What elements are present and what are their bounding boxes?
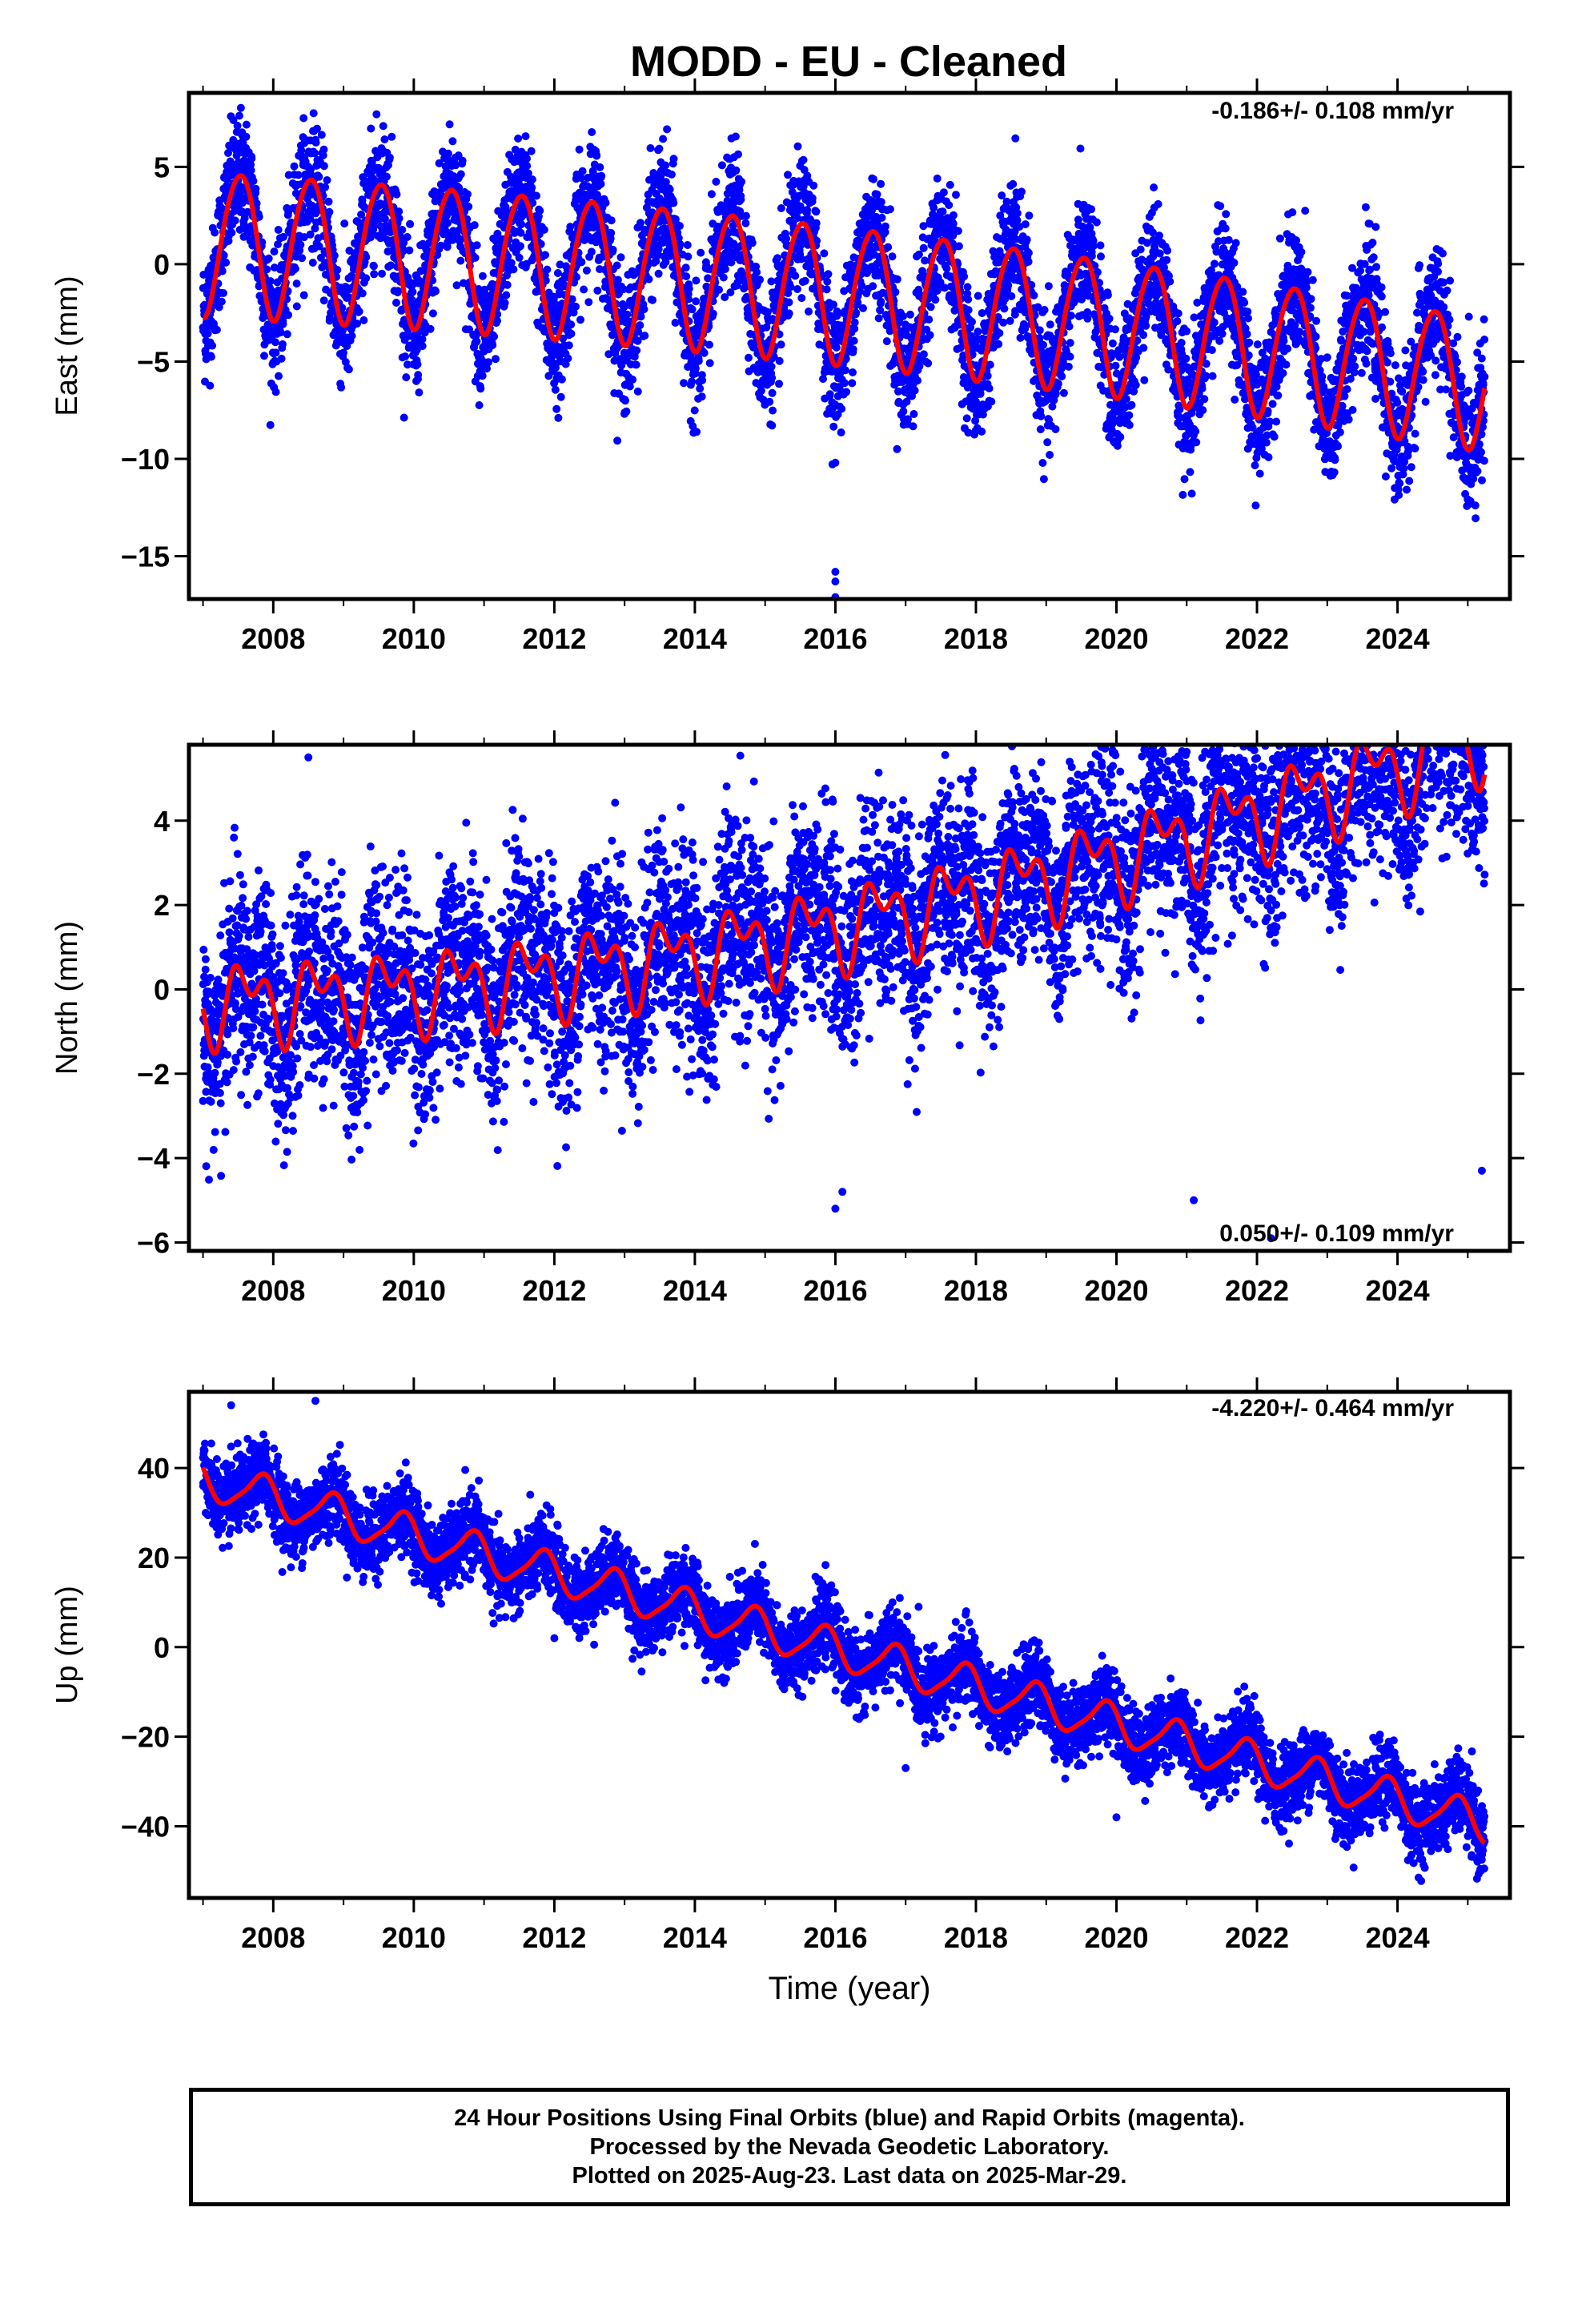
- x-tick-label: 2024: [1366, 1274, 1430, 1307]
- y-tick-label: −6: [137, 1226, 170, 1259]
- y-axis-label: East (mm): [50, 275, 84, 416]
- footer-line-dates: Plotted on 2025-Aug-23. Last data on 202…: [572, 2161, 1127, 2190]
- data-points-group: [199, 607, 1489, 1242]
- footer-line-processor: Processed by the Nevada Geodetic Laborat…: [590, 2133, 1110, 2161]
- footer-line-orbits: 24 Hour Positions Using Final Orbits (bl…: [454, 2104, 1245, 2133]
- y-tick-label: 40: [138, 1452, 170, 1485]
- x-tick-label: 2022: [1225, 1921, 1289, 1954]
- x-tick-label: 2010: [382, 622, 446, 655]
- panel-east: 2008 2010 2012 2014 2016 2018 2020 2022 2024 −15 −…: [50, 78, 1524, 655]
- x-tick-label: 2010: [382, 1274, 446, 1307]
- x-tick-label: 2020: [1084, 1921, 1148, 1954]
- x-tick-label: 2010: [382, 1921, 446, 1954]
- x-tick-label: 2014: [663, 1921, 727, 1954]
- data-points: [199, 607, 1489, 1242]
- x-tick-label: 2008: [241, 622, 305, 655]
- panel-up: 2008 2010 2012 2014 2016 2018 2020 2022 2024 −40 −…: [50, 1377, 1524, 2006]
- footer-caption-box: 24 Hour Positions Using Final Orbits (bl…: [189, 2088, 1510, 2206]
- x-axis-label: Time (year): [769, 1971, 931, 2006]
- rate-annotation: 0.050+/- 0.109 mm/yr: [1219, 1220, 1454, 1247]
- x-tick-label: 2008: [241, 1274, 305, 1307]
- x-tick-label: 2008: [241, 1921, 305, 1954]
- y-axis-label: North (mm): [50, 921, 84, 1075]
- x-tick-label: 2020: [1084, 622, 1148, 655]
- y-tick-label: 0: [154, 1631, 170, 1664]
- x-tick-label: 2016: [803, 1921, 867, 1954]
- y-tick-label: −5: [137, 345, 170, 378]
- x-tick-label: 2012: [522, 1921, 586, 1954]
- y-tick-label: 4: [154, 805, 170, 838]
- x-tick-label: 2018: [944, 1921, 1008, 1954]
- x-tick-label: 2024: [1366, 622, 1430, 655]
- panel-north: 2008 2010 2012 2014 2016 2018 2020 2022 2024 −6 −4…: [50, 607, 1524, 1307]
- data-points: [199, 1397, 1489, 1885]
- y-tick-label: −15: [121, 541, 170, 573]
- y-tick-label: 2: [154, 889, 170, 922]
- rate-annotation: -0.186+/- 0.108 mm/yr: [1211, 98, 1454, 124]
- x-tick-label: 2022: [1225, 622, 1289, 655]
- x-tick-label: 2024: [1366, 1921, 1430, 1954]
- x-tick-label: 2012: [522, 622, 586, 655]
- x-tick-label: 2016: [803, 622, 867, 655]
- x-tick-label: 2020: [1084, 1274, 1148, 1307]
- x-tick-label: 2016: [803, 1274, 867, 1307]
- y-tick-label: −4: [137, 1142, 170, 1175]
- y-tick-label: −10: [121, 443, 170, 476]
- rate-annotation: -4.220+/- 0.464 mm/yr: [1211, 1395, 1454, 1421]
- y-tick-label: −40: [121, 1811, 170, 1844]
- y-tick-label: −2: [137, 1058, 170, 1091]
- y-tick-label: 5: [154, 151, 170, 183]
- x-tick-label: 2018: [944, 1274, 1008, 1307]
- y-tick-label: 0: [154, 973, 170, 1006]
- x-tick-label: 2014: [663, 1274, 727, 1307]
- x-tick-label: 2018: [944, 622, 1008, 655]
- y-tick-label: 20: [138, 1542, 170, 1574]
- x-tick-label: 2014: [663, 622, 727, 655]
- x-tick-label: 2022: [1225, 1274, 1289, 1307]
- panels-group: 2008 2010 2012 2014 2016 2018 2020 2022 2024−15−…: [50, 78, 1524, 2006]
- data-points-group: [199, 1397, 1489, 1885]
- y-tick-label: −20: [121, 1721, 170, 1754]
- y-axis-label: Up (mm): [50, 1586, 84, 1704]
- y-tick-label: 0: [154, 248, 170, 281]
- x-tick-label: 2012: [522, 1274, 586, 1307]
